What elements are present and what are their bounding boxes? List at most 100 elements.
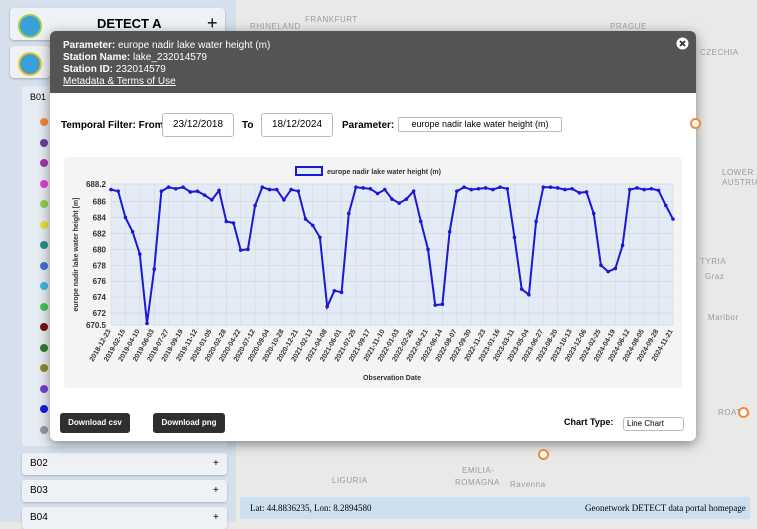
data-point bbox=[649, 186, 654, 191]
data-point bbox=[282, 198, 286, 202]
project-title: DETECT A bbox=[97, 16, 162, 31]
station-dot[interactable] bbox=[40, 302, 48, 311]
value: lake_232014579 bbox=[133, 52, 207, 63]
data-point bbox=[577, 190, 582, 195]
data-point bbox=[570, 186, 574, 191]
station-id-line: Station ID: 232014579 bbox=[63, 64, 166, 75]
data-point bbox=[404, 197, 409, 201]
map-label: AUSTRIA bbox=[722, 178, 757, 187]
data-point bbox=[656, 188, 661, 193]
data-point bbox=[512, 235, 517, 240]
group-name: B04 bbox=[30, 512, 48, 523]
city-marker bbox=[738, 407, 749, 418]
filter-label: Temporal Filter: From bbox=[61, 120, 164, 131]
chart-frame: 670.5 672 674 676 678 680 682 684 686 688.2 2018-1… bbox=[64, 157, 682, 388]
data-point bbox=[426, 247, 430, 252]
map-label: CZECHIA bbox=[700, 48, 739, 57]
station-dot[interactable] bbox=[40, 159, 48, 167]
param-line: Parameter: europe nadir lake water heigh… bbox=[63, 40, 270, 51]
data-point bbox=[289, 187, 293, 192]
metadata-link[interactable]: Metadata & Terms of Use bbox=[63, 76, 176, 87]
to-input[interactable]: 18/12/2024 bbox=[261, 113, 333, 137]
station-dot[interactable] bbox=[40, 425, 48, 434]
data-point bbox=[318, 235, 322, 240]
data-point bbox=[145, 321, 149, 326]
station-dot[interactable] bbox=[40, 179, 48, 188]
data-point bbox=[181, 185, 185, 189]
city-marker bbox=[538, 449, 549, 460]
download-csv[interactable]: Download csv bbox=[60, 413, 130, 433]
homepage-link[interactable]: Geonetwork DETECT data portal homepage bbox=[585, 503, 746, 513]
data-point bbox=[159, 189, 164, 193]
map-label: TYRIA bbox=[700, 257, 727, 266]
value: 232014579 bbox=[115, 64, 166, 75]
chart-type-label: Chart Type: bbox=[564, 417, 614, 427]
data-point bbox=[368, 186, 373, 191]
expand-button[interactable]: + bbox=[213, 485, 219, 496]
data-point bbox=[455, 189, 459, 193]
group-row[interactable]: B02 + bbox=[22, 453, 227, 475]
chart-type-select[interactable]: Line Chart bbox=[623, 417, 684, 431]
from-input[interactable]: 23/12/2018 bbox=[162, 113, 234, 137]
data-point bbox=[519, 287, 524, 291]
y-axis-title: europe nadir lake water height [m] bbox=[73, 198, 80, 312]
data-point bbox=[433, 303, 438, 307]
footer: Lat: 44.8836235, Lon: 8.2894580 Geonetwo… bbox=[240, 497, 750, 519]
label: Parameter: bbox=[63, 40, 116, 51]
data-point bbox=[138, 252, 142, 256]
data-point bbox=[253, 203, 257, 208]
data-point bbox=[354, 185, 358, 189]
map-label: ROATIA bbox=[718, 408, 751, 417]
add-button[interactable]: + bbox=[207, 13, 218, 33]
data-point bbox=[116, 189, 121, 193]
expand-button[interactable]: + bbox=[213, 512, 219, 523]
station-dot[interactable] bbox=[40, 282, 48, 290]
data-point bbox=[613, 266, 618, 271]
group-name: B03 bbox=[30, 485, 48, 496]
expand-button[interactable]: + bbox=[213, 458, 219, 469]
map-label: FRANKFURT bbox=[305, 15, 358, 24]
data-point bbox=[534, 219, 538, 224]
station-dot[interactable] bbox=[40, 200, 48, 208]
data-point bbox=[671, 217, 675, 221]
y-tick-label: 670.5 bbox=[86, 321, 107, 330]
station-dot[interactable] bbox=[40, 220, 48, 229]
station-dot[interactable] bbox=[40, 118, 48, 126]
parameter-select[interactable]: europe nadir lake water height (m) bbox=[398, 117, 562, 132]
station-dot[interactable] bbox=[40, 138, 48, 147]
station-dot[interactable] bbox=[40, 384, 48, 393]
logo bbox=[18, 52, 42, 76]
data-point bbox=[325, 304, 329, 309]
download-png[interactable]: Download png bbox=[153, 413, 225, 433]
plot-background bbox=[111, 184, 673, 325]
y-tick-label: 676 bbox=[93, 277, 107, 286]
data-point bbox=[346, 211, 351, 216]
data-point bbox=[606, 269, 610, 274]
station-dot[interactable] bbox=[40, 343, 48, 352]
coords: Lat: 44.8836235, Lon: 8.2894580 bbox=[250, 503, 372, 513]
group-row[interactable]: B03 + bbox=[22, 480, 227, 502]
station-dot[interactable] bbox=[40, 261, 48, 270]
station-dot[interactable] bbox=[40, 241, 48, 249]
station-dot[interactable] bbox=[40, 323, 48, 331]
group-row[interactable]: B04 + bbox=[22, 507, 227, 529]
map-label: RHINELAND bbox=[250, 22, 301, 31]
parameter-label: Parameter: bbox=[342, 120, 395, 131]
data-point bbox=[238, 248, 243, 252]
chart: 670.5672674676678680682684686688.22018-1… bbox=[73, 166, 675, 382]
map-label: Maribor bbox=[708, 313, 739, 322]
station-dot[interactable] bbox=[40, 405, 48, 413]
data-point bbox=[483, 186, 488, 190]
data-point bbox=[440, 302, 445, 307]
data-point bbox=[274, 187, 279, 192]
label: Station ID: bbox=[63, 64, 113, 75]
y-tick-label: 686 bbox=[93, 198, 107, 207]
station-dot[interactable] bbox=[40, 364, 48, 372]
data-point bbox=[419, 219, 423, 224]
value: europe nadir lake water height (m) bbox=[118, 40, 271, 51]
data-point bbox=[123, 215, 128, 220]
group-header[interactable]: B01 bbox=[30, 92, 47, 102]
close-button[interactable] bbox=[676, 37, 689, 50]
data-point bbox=[260, 185, 265, 189]
